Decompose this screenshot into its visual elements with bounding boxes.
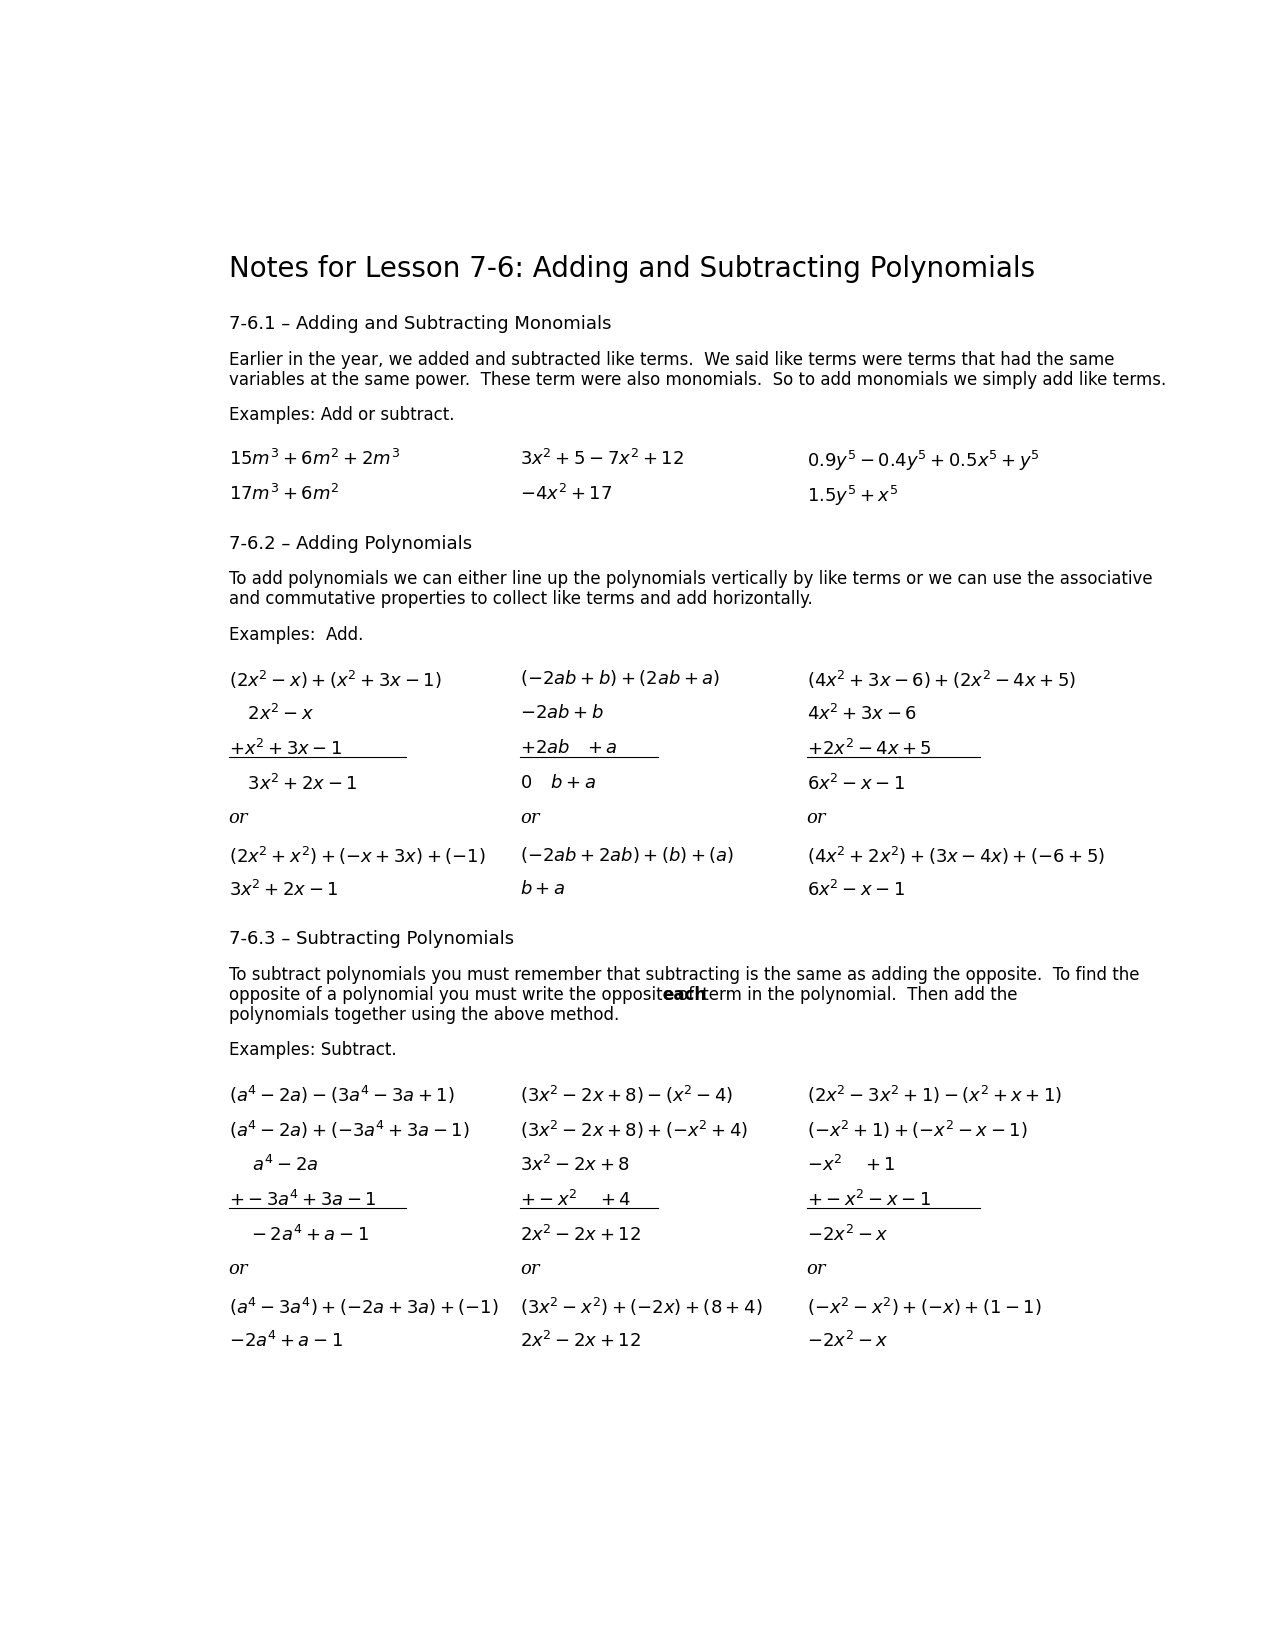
Text: $3x^2-2x+8$: $3x^2-2x+8$ [520,1154,630,1174]
Text: $(-x^2-x^2)+(-x)+(1-1)$: $(-x^2-x^2)+(-x)+(1-1)$ [807,1296,1042,1317]
Text: $+2x^2-4x+5$: $+2x^2-4x+5$ [807,740,931,759]
Text: $-2ab+b$: $-2ab+b$ [520,703,603,721]
Text: or: or [228,809,249,827]
Text: $-2a^4+a-1$: $-2a^4+a-1$ [228,1331,343,1351]
Text: Notes for Lesson 7-6: Adding and Subtracting Polynomials: Notes for Lesson 7-6: Adding and Subtrac… [228,256,1035,284]
Text: To add polynomials we can either line up the polynomials vertically by like term: To add polynomials we can either line up… [228,571,1153,588]
Text: Earlier in the year, we added and subtracted like terms.  We said like terms wer: Earlier in the year, we added and subtra… [228,352,1114,368]
Text: $17m^3+6m^2$: $17m^3+6m^2$ [228,484,339,504]
Text: $6x^2-x-1$: $6x^2-x-1$ [807,774,905,794]
Text: term in the polynomial.  Then add the: term in the polynomial. Then add the [696,986,1017,1004]
Text: 7-6.3 – Subtracting Polynomials: 7-6.3 – Subtracting Polynomials [228,930,514,948]
Text: or: or [807,809,826,827]
Text: $-x^2\;\;\;\;+1$: $-x^2\;\;\;\;+1$ [807,1154,895,1174]
Text: To subtract polynomials you must remember that subtracting is the same as adding: To subtract polynomials you must remembe… [228,966,1139,984]
Text: $+-x^2\;\;\;\;+4$: $+-x^2\;\;\;\;+4$ [520,1190,631,1210]
Text: $\;2x^2-x$: $\;2x^2-x$ [244,703,315,723]
Text: $0\;\;\;\;b+a$: $0\;\;\;\;b+a$ [520,774,597,792]
Text: variables at the same power.  These term were also monomials.  So to add monomia: variables at the same power. These term … [228,371,1165,390]
Text: 7-6.1 – Adding and Subtracting Monomials: 7-6.1 – Adding and Subtracting Monomials [228,315,611,334]
Text: $(4x^2+3x-6)+(2x^2-4x+5)$: $(4x^2+3x-6)+(2x^2-4x+5)$ [807,669,1076,690]
Text: $-2x^2-x$: $-2x^2-x$ [807,1331,887,1351]
Text: 7-6.2 – Adding Polynomials: 7-6.2 – Adding Polynomials [228,535,472,553]
Text: $0.9y^5-0.4y^5+0.5x^5+y^5$: $0.9y^5-0.4y^5+0.5x^5+y^5$ [807,449,1039,472]
Text: $1.5y^5+x^5$: $1.5y^5+x^5$ [807,484,898,509]
Text: $(-x^2+1)+(-x^2-x-1)$: $(-x^2+1)+(-x^2-x-1)$ [807,1119,1028,1141]
Text: $(a^4-2a)-(3a^4-3a+1)$: $(a^4-2a)-(3a^4-3a+1)$ [228,1085,454,1106]
Text: $(a^4-3a^4)+(-2a+3a)+(-1)$: $(a^4-3a^4)+(-2a+3a)+(-1)$ [228,1296,499,1317]
Text: $(-2ab+b)+(2ab+a)$: $(-2ab+b)+(2ab+a)$ [520,669,720,688]
Text: $(2x^2-x)+(x^2+3x-1)$: $(2x^2-x)+(x^2+3x-1)$ [228,669,441,690]
Text: $3x^2+2x-1$: $3x^2+2x-1$ [228,880,338,900]
Text: $(3x^2-2x+8)+(-x^2+4)$: $(3x^2-2x+8)+(-x^2+4)$ [520,1119,748,1141]
Text: or: or [228,1260,249,1278]
Text: Examples: Subtract.: Examples: Subtract. [228,1042,397,1060]
Text: Examples:  Add.: Examples: Add. [228,626,363,644]
Text: $2x^2-2x+12$: $2x^2-2x+12$ [520,1331,641,1351]
Text: $(3x^2-x^2)+(-2x)+(8+4)$: $(3x^2-x^2)+(-2x)+(8+4)$ [520,1296,762,1317]
Text: each: each [663,986,706,1004]
Text: or: or [807,1260,826,1278]
Text: $(4x^2+2x^2)+(3x-4x)+(-6+5)$: $(4x^2+2x^2)+(3x-4x)+(-6+5)$ [807,845,1104,867]
Text: $(3x^2-2x+8)-(x^2-4)$: $(3x^2-2x+8)-(x^2-4)$ [520,1085,733,1106]
Text: $-4x^2+17$: $-4x^2+17$ [520,484,612,504]
Text: or: or [520,809,539,827]
Text: $2x^2-2x+12$: $2x^2-2x+12$ [520,1225,641,1245]
Text: $(a^4-2a)+(-3a^4+3a-1)$: $(a^4-2a)+(-3a^4+3a-1)$ [228,1119,469,1141]
Text: $+x^2+3x-1$: $+x^2+3x-1$ [228,740,342,759]
Text: $(-2ab+2ab)+(b)+(a)$: $(-2ab+2ab)+(b)+(a)$ [520,845,734,865]
Text: and commutative properties to collect like terms and add horizontally.: and commutative properties to collect li… [228,591,812,609]
Text: Examples: Add or subtract.: Examples: Add or subtract. [228,406,454,424]
Text: or: or [520,1260,539,1278]
Text: $b+a$: $b+a$ [520,880,565,898]
Text: $3x^2+5-7x^2+12$: $3x^2+5-7x^2+12$ [520,449,683,469]
Text: $+-3a^4+3a-1$: $+-3a^4+3a-1$ [228,1190,376,1210]
Text: polynomials together using the above method.: polynomials together using the above met… [228,1005,618,1024]
Text: $\;3x^2+2x-1$: $\;3x^2+2x-1$ [244,774,358,794]
Text: $\;\;a^4-2a$: $\;\;a^4-2a$ [244,1154,319,1174]
Text: $4x^2+3x-6$: $4x^2+3x-6$ [807,703,917,723]
Text: $\;-2a^4+a-1$: $\;-2a^4+a-1$ [244,1225,370,1245]
Text: $6x^2-x-1$: $6x^2-x-1$ [807,880,905,900]
Text: $+2ab\;\;\;+a$: $+2ab\;\;\;+a$ [520,740,617,756]
Text: $+-x^2-x-1$: $+-x^2-x-1$ [807,1190,931,1210]
Text: opposite of a polynomial you must write the opposite of: opposite of a polynomial you must write … [228,986,699,1004]
Text: $(2x^2+x^2)+(-x+3x)+(-1)$: $(2x^2+x^2)+(-x+3x)+(-1)$ [228,845,486,867]
Text: $(2x^2-3x^2+1)-(x^2+x+1)$: $(2x^2-3x^2+1)-(x^2+x+1)$ [807,1085,1062,1106]
Text: $-2x^2-x$: $-2x^2-x$ [807,1225,887,1245]
Text: $15m^3+6m^2+2m^3$: $15m^3+6m^2+2m^3$ [228,449,399,469]
